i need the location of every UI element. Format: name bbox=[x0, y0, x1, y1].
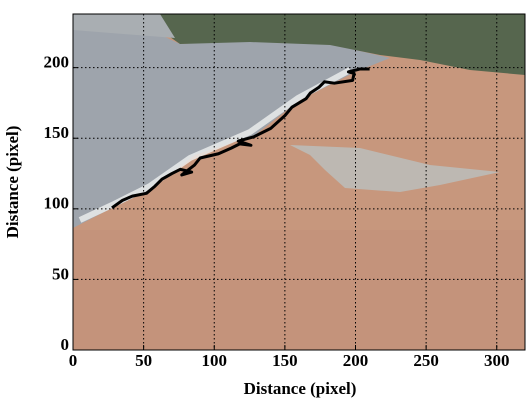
y-tick-label: 150 bbox=[44, 123, 70, 142]
x-tick-label: 100 bbox=[202, 351, 228, 370]
x-tick-label: 0 bbox=[69, 351, 78, 370]
photo-background bbox=[73, 14, 525, 350]
y-axis-label: Distance (pixel) bbox=[3, 126, 22, 239]
x-tick-label: 250 bbox=[413, 351, 439, 370]
chart: Distance (pixel) Distance (pixel) 0 50 100… bbox=[0, 0, 527, 404]
x-tick-label: 50 bbox=[135, 351, 152, 370]
y-tick-label: 100 bbox=[44, 194, 70, 213]
x-tick-label: 300 bbox=[484, 351, 510, 370]
y-tick-label: 200 bbox=[44, 53, 70, 72]
x-axis-label: Distance (pixel) bbox=[244, 379, 357, 398]
x-tick-label: 200 bbox=[343, 351, 369, 370]
y-tick-label: 0 bbox=[61, 335, 70, 354]
x-tick-label: 150 bbox=[272, 351, 298, 370]
y-tick-label: 50 bbox=[52, 264, 69, 283]
